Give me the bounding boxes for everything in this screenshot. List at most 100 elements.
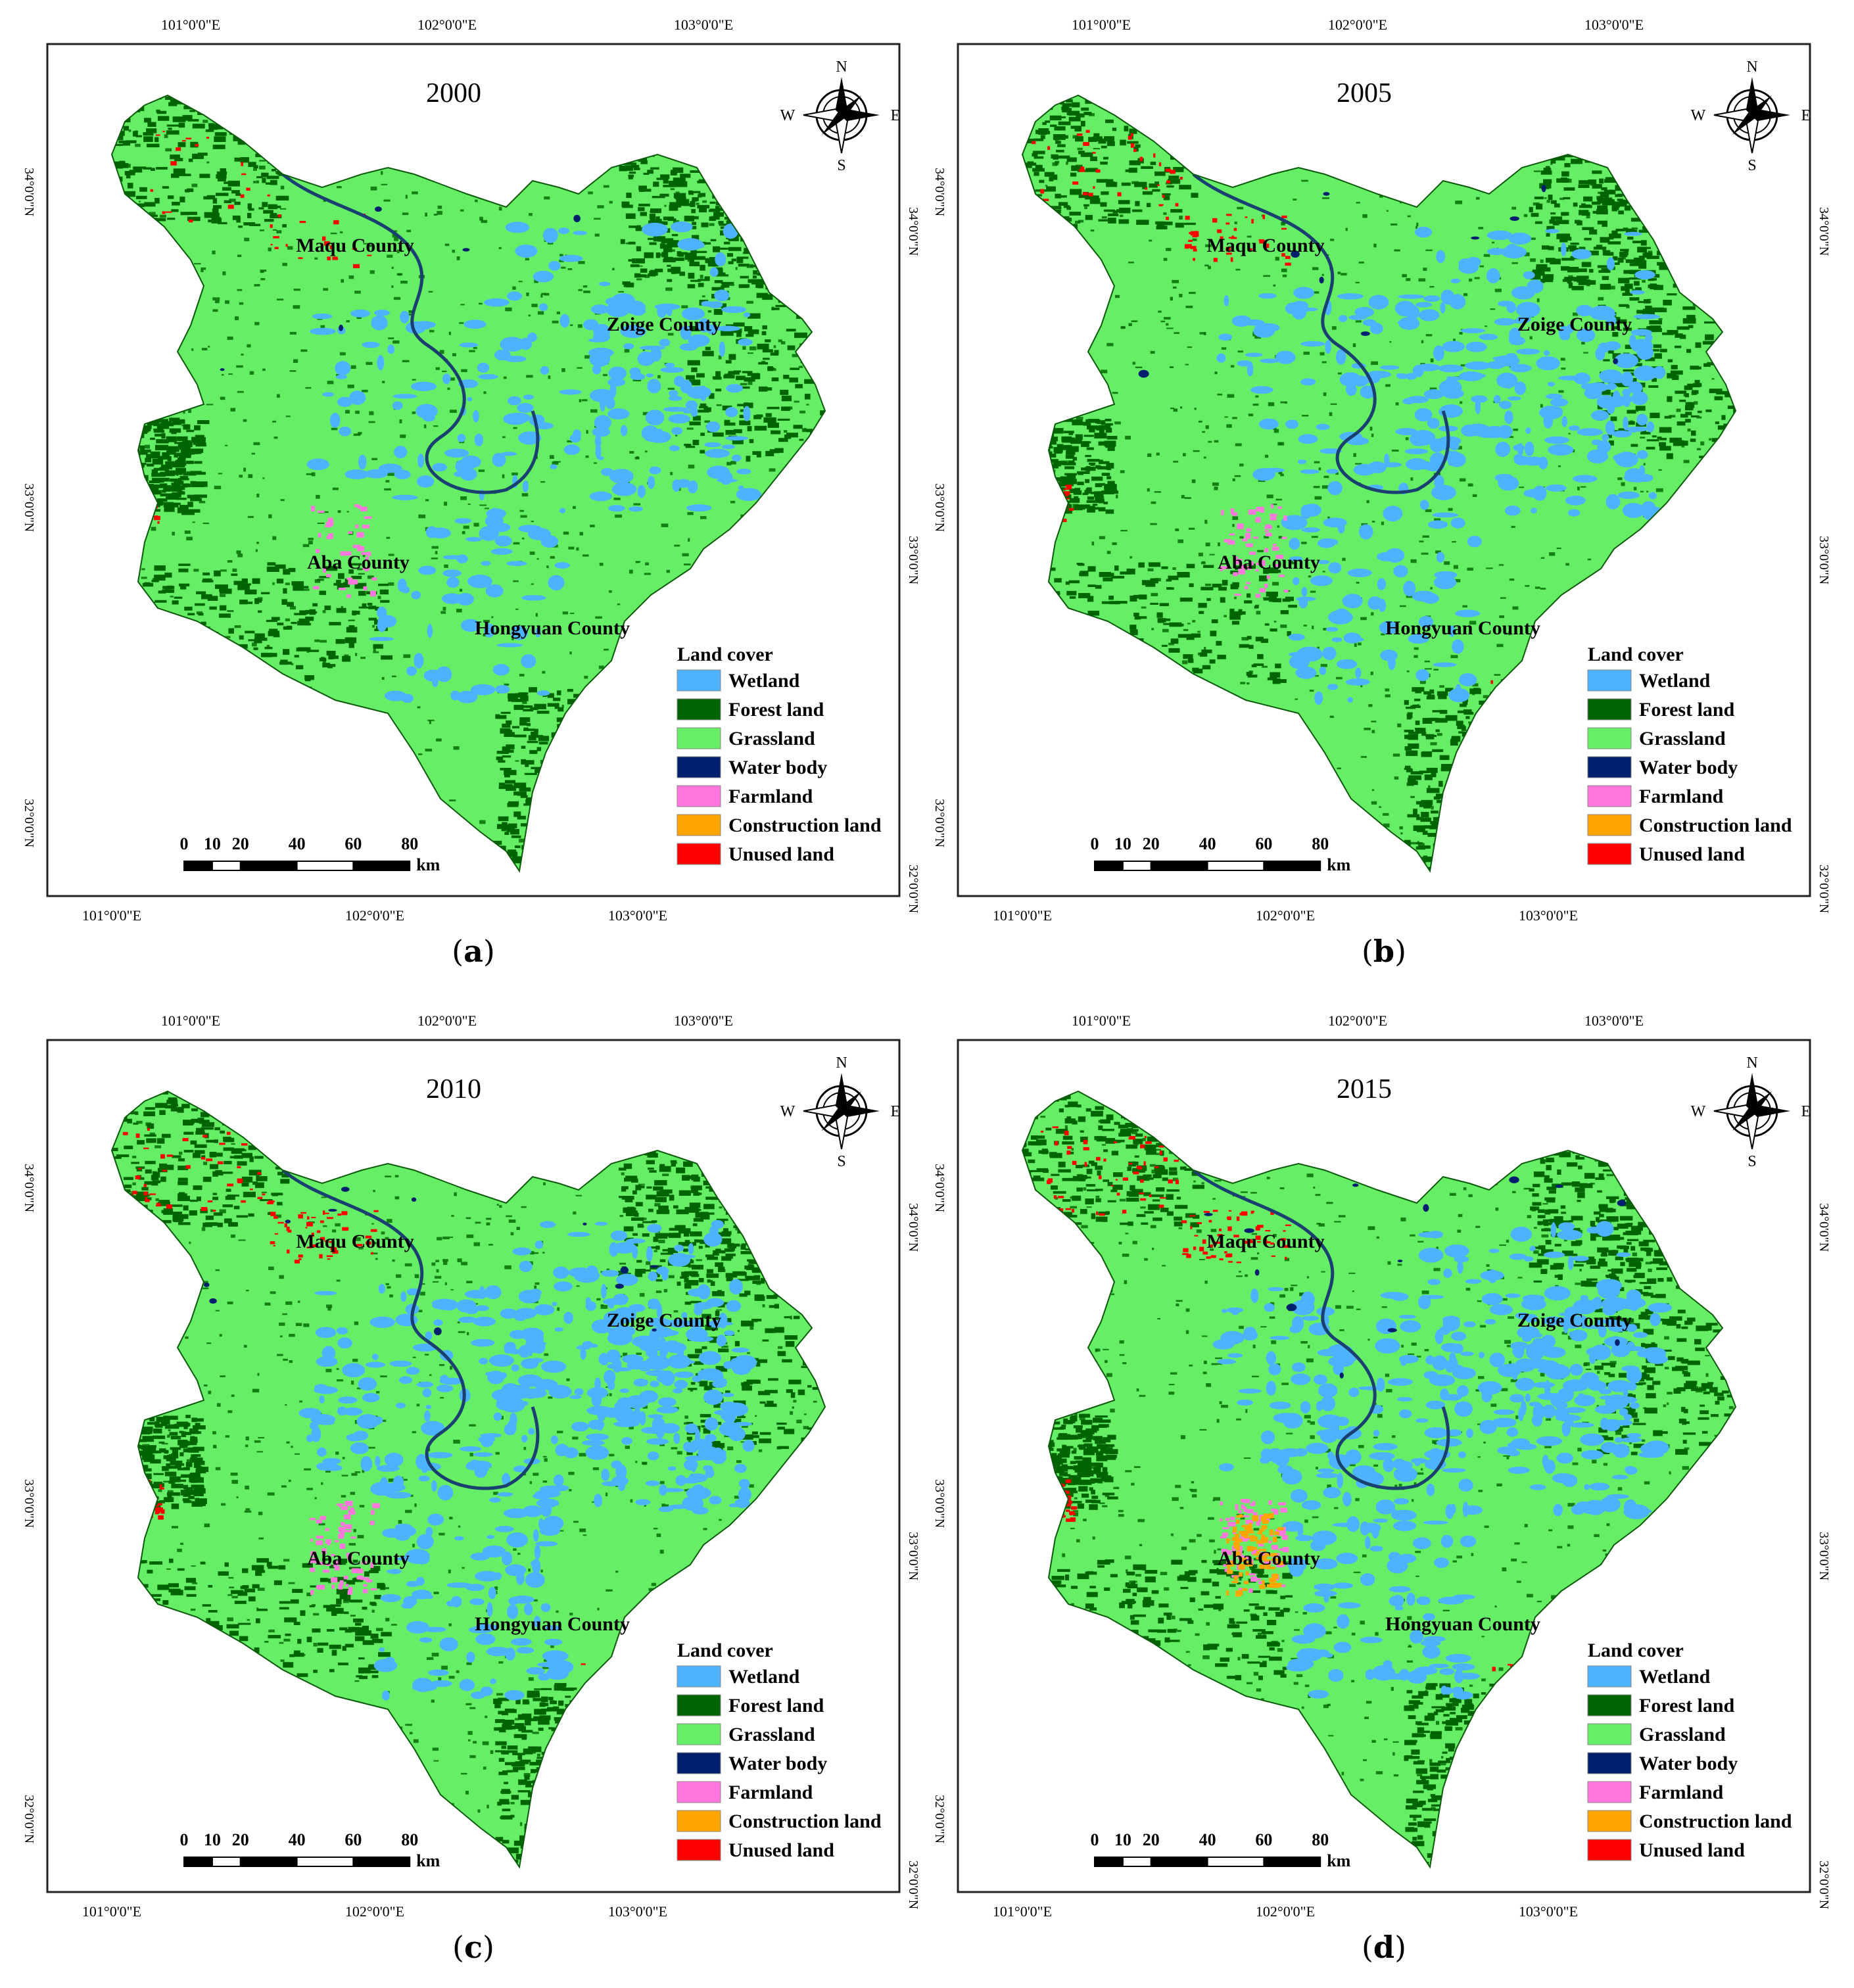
county-label: Hongyuan County — [1385, 1613, 1540, 1635]
latitude-tick-left: 33°0'0"N — [21, 1479, 36, 1551]
latitude-tick-right: 32°0'0"N — [905, 1860, 920, 1909]
latitude-tick-left: 33°0'0"N — [932, 1479, 947, 1551]
scale-label: 20 — [1143, 834, 1160, 853]
latitude-tick-right: 34°0'0"N — [1816, 207, 1831, 256]
legend-swatch — [677, 786, 721, 807]
legend-swatch — [1588, 1724, 1631, 1745]
legend-item-label: Construction land — [728, 815, 882, 836]
year-title: 2010 — [426, 1074, 481, 1104]
legend-swatch — [677, 757, 721, 778]
compass-e-label: E — [1801, 107, 1811, 124]
compass-n-label: N — [1746, 59, 1757, 76]
panel-caption: (c) — [408, 1929, 539, 1965]
legend-item-label: Unused land — [1639, 1839, 1745, 1861]
legend-item-label: Water body — [728, 757, 827, 778]
latitude-tick-right: 32°0'0"N — [905, 864, 920, 913]
year-title: 2000 — [426, 78, 481, 108]
scale-label: 60 — [345, 1830, 362, 1849]
longitude-tick-top: 103°0'0"E — [1555, 1012, 1673, 1030]
longitude-tick-top: 103°0'0"E — [1555, 16, 1673, 34]
county-label: Zoige County — [607, 1310, 721, 1331]
scale-label: 40 — [289, 1830, 306, 1849]
county-label: Maqu County — [296, 235, 414, 256]
compass-w-label: W — [780, 107, 796, 124]
scale-label: 80 — [401, 834, 418, 853]
legend-item-label: Farmland — [728, 1782, 813, 1803]
legend-swatch — [677, 815, 721, 836]
latitude-tick-left: 34°0'0"N — [21, 168, 36, 240]
longitude-tick-bottom: 101°0'0"E — [82, 907, 141, 924]
longitude-tick-top: 103°0'0"E — [644, 1012, 763, 1030]
legend-item-label: Water body — [728, 1753, 827, 1774]
longitude-tick-bottom: 101°0'0"E — [993, 1903, 1052, 1920]
scale-label: 0 — [180, 1830, 189, 1849]
legend-swatch — [1588, 1810, 1631, 1832]
latitude-tick-right: 32°0'0"N — [1816, 864, 1831, 913]
legend-swatch — [1588, 699, 1631, 720]
county-label: Zoige County — [1517, 1310, 1632, 1331]
legend-item-label: Wetland — [1639, 1666, 1711, 1688]
legend-item-label: Unused land — [1639, 843, 1745, 865]
longitude-tick-top: 102°0'0"E — [388, 1012, 506, 1030]
longitude-tick-bottom: 103°0'0"E — [1519, 907, 1578, 924]
scale-label: 80 — [1312, 1830, 1329, 1849]
legend-title: Land cover — [677, 644, 773, 665]
latitude-tick-right: 34°0'0"N — [905, 1203, 920, 1252]
county-label: Aba County — [1218, 552, 1320, 573]
latitude-tick-right: 32°0'0"N — [1816, 1860, 1831, 1909]
longitude-tick-top: 102°0'0"E — [388, 16, 506, 34]
scale-label: 40 — [289, 834, 306, 853]
latitude-tick-left: 33°0'0"N — [21, 483, 36, 556]
compass-e-label: E — [1801, 1103, 1811, 1120]
legend-item-label: Grassland — [728, 1724, 815, 1745]
scale-label: 20 — [1143, 1830, 1160, 1849]
scale-unit: km — [416, 855, 440, 874]
county-label: Maqu County — [296, 1231, 414, 1252]
legend-item-label: Grassland — [728, 728, 815, 749]
legend-item-label: Forest land — [728, 1695, 824, 1716]
latitude-tick-left: 32°0'0"N — [21, 799, 36, 871]
longitude-tick-top: 102°0'0"E — [1298, 1012, 1417, 1030]
legend-swatch — [1588, 1753, 1631, 1774]
panel-caption: (b) — [1318, 934, 1450, 969]
legend-swatch — [1588, 757, 1631, 778]
legend-swatch — [677, 1839, 721, 1860]
panel-caption: (d) — [1318, 1929, 1450, 1965]
legend-item-label: Construction land — [1639, 1810, 1792, 1832]
longitude-tick-top: 101°0'0"E — [1042, 16, 1160, 34]
legend-item-label: Farmland — [1639, 786, 1724, 807]
scale-label: 80 — [401, 1830, 418, 1849]
county-label: Hongyuan County — [475, 617, 630, 639]
latitude-tick-left: 32°0'0"N — [932, 1795, 947, 1867]
legend-swatch — [1588, 843, 1631, 864]
scale-label: 10 — [204, 1830, 221, 1849]
longitude-tick-bottom: 101°0'0"E — [993, 907, 1052, 924]
legend-swatch — [1588, 1782, 1631, 1803]
longitude-tick-bottom: 103°0'0"E — [608, 907, 667, 924]
compass-w-label: W — [1691, 107, 1706, 124]
year-title: 2015 — [1337, 1074, 1392, 1104]
county-label: Zoige County — [607, 314, 721, 335]
latitude-tick-right: 34°0'0"N — [1816, 1203, 1831, 1252]
legend-item-label: Unused land — [728, 843, 834, 865]
legend-swatch — [677, 670, 721, 691]
scale-label: 0 — [1091, 834, 1099, 853]
county-label: Aba County — [307, 552, 410, 573]
county-label: Zoige County — [1517, 314, 1632, 335]
scale-label: 10 — [1114, 834, 1131, 853]
scale-label: 20 — [232, 1830, 249, 1849]
longitude-tick-top: 102°0'0"E — [1298, 16, 1417, 34]
scale-label: 60 — [345, 834, 362, 853]
compass-s-label: S — [837, 157, 845, 174]
compass-w-label: W — [780, 1103, 796, 1120]
compass-n-label: N — [836, 59, 847, 76]
scale-label: 10 — [204, 834, 221, 853]
latitude-tick-left: 32°0'0"N — [21, 1795, 36, 1867]
legend-swatch — [677, 1753, 721, 1774]
longitude-tick-bottom: 102°0'0"E — [345, 907, 404, 924]
legend-item-label: Farmland — [728, 786, 813, 807]
